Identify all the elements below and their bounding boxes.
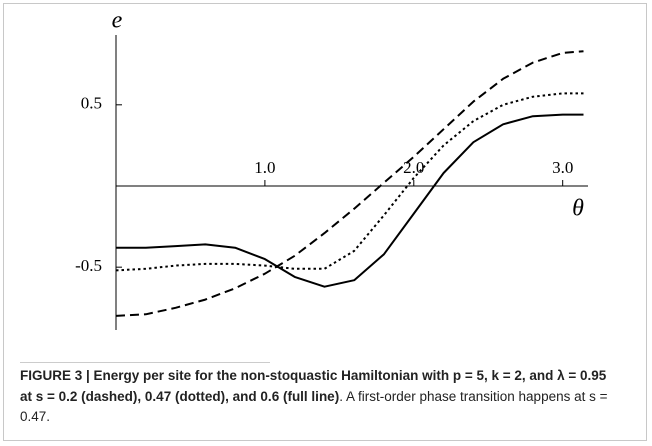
x-tick-label: 3.0 [552, 158, 573, 177]
y-axis-label: e [112, 8, 123, 34]
y-tick-label: -0.5 [75, 256, 102, 275]
caption: FIGURE 3 | Energy per site for the non-s… [20, 366, 620, 428]
caption-bold: FIGURE 3 | Energy per site for the non-s… [20, 368, 607, 404]
caption-separator [20, 362, 270, 363]
figure-frame [3, 3, 647, 441]
y-tick-label: 0.5 [81, 94, 102, 113]
line-series [115, 92, 584, 272]
line-series [115, 50, 584, 317]
chart: e θ 1.0 2.0 3.0 -0.5 0.5 [75, 8, 588, 330]
line-series [116, 113, 584, 288]
x-axis-label: θ [572, 196, 584, 222]
x-tick-label: 2.0 [403, 158, 424, 177]
caption-text: . A first-order phase transition happens… [20, 388, 608, 425]
x-tick-label: 1.0 [254, 158, 275, 177]
